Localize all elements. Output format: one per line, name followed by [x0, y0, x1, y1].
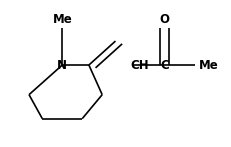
Text: C: C: [160, 59, 169, 72]
Text: Me: Me: [199, 59, 218, 72]
Text: O: O: [159, 12, 169, 26]
Text: Me: Me: [52, 12, 72, 26]
Text: N: N: [57, 59, 67, 72]
Text: CH: CH: [130, 59, 149, 72]
